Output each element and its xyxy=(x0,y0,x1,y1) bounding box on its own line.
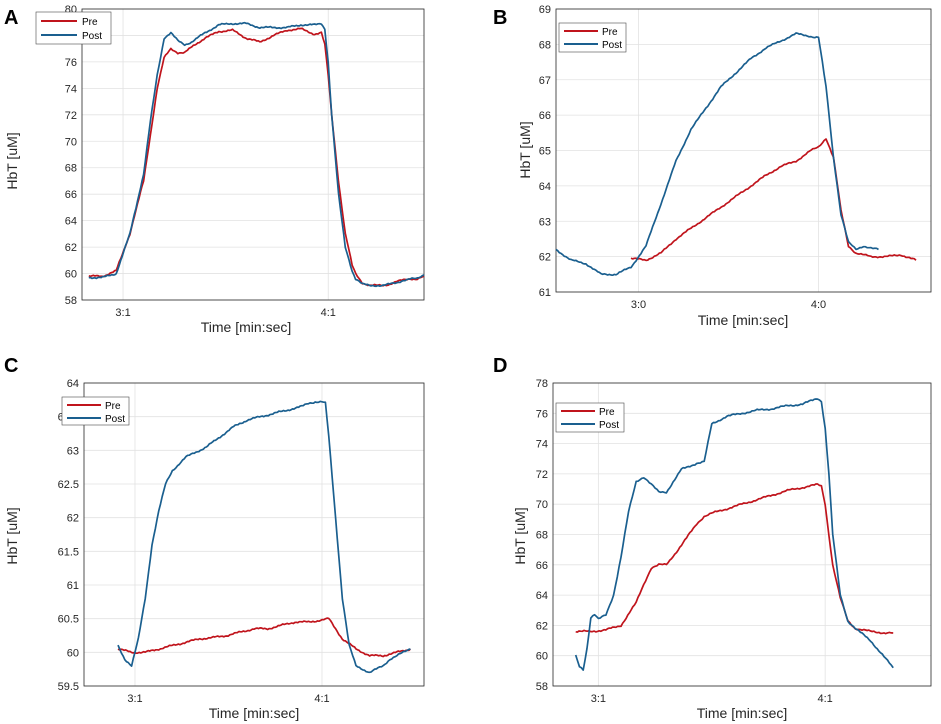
y-tick-label: 67 xyxy=(539,75,551,87)
series-line-pre xyxy=(630,138,917,262)
panel-c-legend: Pre Post xyxy=(61,396,130,426)
panel-b-legend: Pre Post xyxy=(558,22,627,53)
y-tick-label: 64 xyxy=(65,216,77,228)
legend-box xyxy=(558,22,627,53)
panel-d-legend: Pre Post xyxy=(555,402,625,433)
y-tick-label: 61.5 xyxy=(58,546,79,558)
y-tick-label: 61 xyxy=(67,580,79,592)
panel-a-legend: Pre Post xyxy=(35,11,112,45)
panel-b-xlabel: Time [min:sec] xyxy=(698,312,789,328)
axes-frame xyxy=(552,382,932,687)
panel-a-letter: A xyxy=(4,7,18,29)
panel-a-plot: 5860626466687072747678803:14:1 xyxy=(65,4,425,319)
panel-d-letter: D xyxy=(493,355,507,377)
y-tick-label: 66 xyxy=(65,189,77,201)
panel-c-letter: C xyxy=(4,355,18,377)
panel-d-ylabel: HbT [uM] xyxy=(512,507,528,564)
panel-c-xlabel: Time [min:sec] xyxy=(209,705,300,721)
y-tick-label: 66 xyxy=(536,560,548,572)
y-tick-label: 61 xyxy=(539,287,551,299)
y-tick-label: 72 xyxy=(65,110,77,122)
y-tick-label: 76 xyxy=(65,57,77,69)
y-tick-label: 62 xyxy=(536,620,548,632)
y-tick-label: 63 xyxy=(67,445,79,457)
panel-a-ylabel: HbT [uM] xyxy=(4,132,20,189)
series-line-pre xyxy=(117,617,411,658)
y-tick-label: 78 xyxy=(536,378,548,390)
y-tick-label: 65 xyxy=(539,146,551,158)
y-tick-label: 76 xyxy=(536,408,548,420)
series-line-post xyxy=(555,32,879,277)
x-tick-label: 3:1 xyxy=(127,693,142,705)
y-tick-label: 60 xyxy=(536,651,548,663)
y-tick-label: 74 xyxy=(536,439,548,451)
panel-d: D 58 60 62 64 66 68 70 72 74 76 78 3:1 4:1 Time [min… xyxy=(493,355,932,721)
legend-post-label: Post xyxy=(105,414,125,425)
legend-pre-label: Pre xyxy=(599,407,615,418)
y-tick-label: 70 xyxy=(536,499,548,511)
y-tick-label: 68 xyxy=(539,39,551,51)
panel-b-plot: 61 62 63 64 65 66 67 68 69 3:0 4:0 xyxy=(539,4,932,311)
panel-d-plot: 58 60 62 64 66 68 70 72 74 76 78 3:1 4:1 xyxy=(536,378,932,705)
y-tick-label: 62.5 xyxy=(58,479,79,491)
axes-frame xyxy=(83,382,425,687)
legend-pre-label: Pre xyxy=(105,401,121,412)
x-tick-label: 4:1 xyxy=(321,307,336,319)
y-tick-label: 74 xyxy=(65,83,77,95)
y-tick-label: 64 xyxy=(539,181,551,193)
x-tick-label: 3:0 xyxy=(631,299,646,311)
y-tick-label: 59.5 xyxy=(58,681,79,693)
panel-a: A 5860626466687072747678803:14:1 Time [m… xyxy=(4,4,425,335)
x-tick-label: 4:0 xyxy=(811,299,826,311)
panel-b: B 61 62 63 64 65 66 67 68 69 3:0 4:0 Time [min:sec… xyxy=(493,4,932,328)
y-tick-label: 60.5 xyxy=(58,614,79,626)
axes-frame xyxy=(555,8,932,293)
x-tick-label: 4:1 xyxy=(314,693,329,705)
y-tick-label: 64 xyxy=(536,590,548,602)
legend-post-label: Post xyxy=(602,40,622,51)
y-tick-label: 64 xyxy=(67,378,79,390)
y-tick-label: 62 xyxy=(65,242,77,254)
legend-box xyxy=(555,402,625,433)
panel-a-xlabel: Time [min:sec] xyxy=(201,319,292,335)
y-tick-label: 68 xyxy=(536,530,548,542)
legend-post-label: Post xyxy=(82,31,102,42)
x-tick-label: 4:1 xyxy=(818,693,833,705)
legend-pre-label: Pre xyxy=(602,27,618,38)
series-line-post xyxy=(117,400,411,674)
y-tick-label: 62 xyxy=(539,252,551,264)
y-tick-label: 68 xyxy=(65,163,77,175)
legend-box xyxy=(61,396,130,426)
panel-b-letter: B xyxy=(493,7,507,29)
y-tick-label: 62 xyxy=(67,513,79,525)
y-tick-label: 60 xyxy=(67,647,79,659)
y-tick-label: 66 xyxy=(539,110,551,122)
axes-frame xyxy=(81,8,425,301)
legend-post-label: Post xyxy=(599,420,619,431)
series-line-post xyxy=(88,21,425,288)
y-tick-label: 60 xyxy=(65,269,77,281)
legend-box xyxy=(35,11,112,45)
x-tick-label: 3:1 xyxy=(591,693,606,705)
y-tick-label: 70 xyxy=(65,136,77,148)
y-tick-label: 58 xyxy=(536,681,548,693)
y-tick-label: 72 xyxy=(536,469,548,481)
y-tick-label: 63 xyxy=(539,216,551,228)
panel-c-ylabel: HbT [uM] xyxy=(4,507,20,564)
y-tick-label: 58 xyxy=(65,295,77,307)
panel-b-ylabel: HbT [uM] xyxy=(517,121,533,178)
panel-d-xlabel: Time [min:sec] xyxy=(697,705,788,721)
x-tick-label: 3:1 xyxy=(115,307,130,319)
legend-pre-label: Pre xyxy=(82,17,98,28)
series-line-post xyxy=(574,398,894,671)
y-tick-label: 69 xyxy=(539,4,551,16)
